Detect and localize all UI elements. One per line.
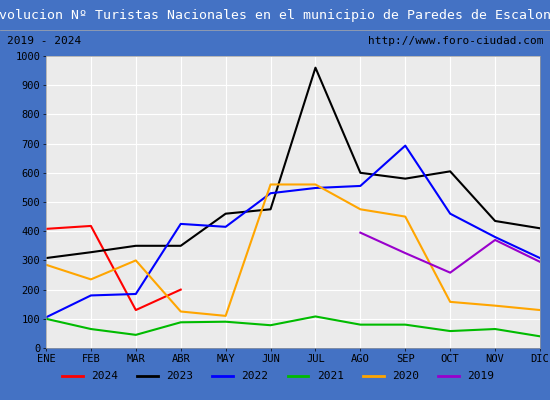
Text: 2020: 2020 — [392, 371, 419, 381]
Text: 2021: 2021 — [317, 371, 344, 381]
Text: 2023: 2023 — [166, 371, 193, 381]
Text: 2019: 2019 — [468, 371, 494, 381]
Text: 2022: 2022 — [241, 371, 268, 381]
Text: 2019 - 2024: 2019 - 2024 — [7, 36, 81, 46]
Text: http://www.foro-ciudad.com: http://www.foro-ciudad.com — [368, 36, 543, 46]
Text: 2024: 2024 — [91, 371, 118, 381]
Text: Evolucion Nº Turistas Nacionales en el municipio de Paredes de Escalona: Evolucion Nº Turistas Nacionales en el m… — [0, 8, 550, 22]
